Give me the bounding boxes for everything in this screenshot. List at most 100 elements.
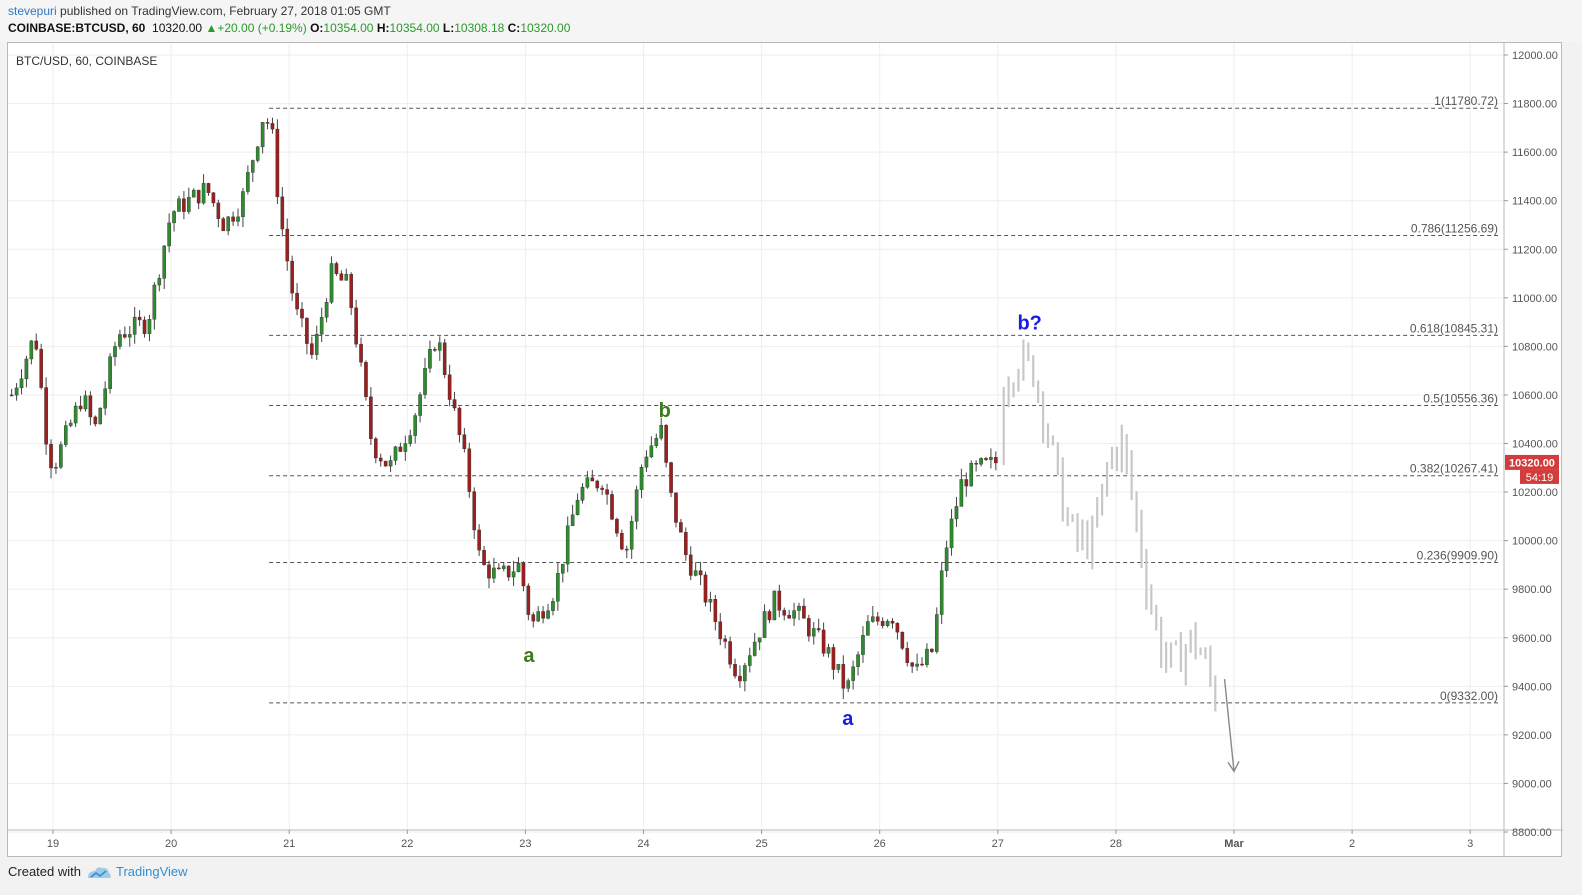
x-tick-label: 22: [401, 838, 413, 850]
bull-candle: [54, 467, 58, 469]
ohlc-line: COINBASE:BTCUSD, 60 10320.00 ▲+20.00 (+0…: [8, 21, 570, 35]
bear-candle: [270, 123, 275, 130]
y-tick-label: 11200.00: [1512, 244, 1557, 256]
bull-candle: [536, 611, 540, 622]
arrow-head: [1227, 760, 1240, 773]
bear-candle: [733, 664, 737, 677]
current-price-tag: [1505, 454, 1559, 470]
bear-candle: [497, 567, 501, 570]
bull-candle: [649, 445, 654, 458]
bear-candle: [231, 216, 235, 222]
price-chart[interactable]: 8800.00 9000.00 9200.00 9400.00 9600.00 9800.…: [8, 43, 1563, 858]
last-price: 10320.00: [152, 21, 203, 35]
bear-candle: [305, 317, 309, 344]
bull-candle: [556, 573, 560, 602]
x-tick-label: 25: [755, 838, 767, 850]
bull-candle: [762, 611, 767, 638]
bear-candle: [221, 218, 226, 232]
symbol-label: COINBASE:BTCUSD, 60: [8, 21, 146, 35]
bear-candle: [910, 662, 914, 667]
bear-candle: [541, 611, 545, 619]
bull-candle: [851, 666, 855, 681]
bear-candle: [723, 638, 727, 642]
bull-candle: [511, 571, 516, 578]
bull-candle: [885, 620, 890, 626]
bear-candle: [49, 444, 53, 469]
bull-candle: [580, 486, 585, 501]
bear-candle: [472, 491, 477, 531]
bear-candle: [78, 405, 83, 410]
bull-candle: [797, 605, 801, 611]
chart-title: BTC/USD, 60, COINBASE: [16, 54, 157, 68]
x-tick-label: 27: [992, 838, 1004, 850]
bear-candle: [664, 425, 668, 463]
bear-candle: [821, 629, 826, 654]
bear-candle: [433, 349, 437, 351]
bear-candle: [280, 196, 285, 230]
bull-candle: [826, 647, 831, 654]
bull-candle: [925, 648, 929, 665]
bear-candle: [442, 342, 447, 375]
bear-candle: [615, 519, 619, 534]
bull-candle: [772, 590, 777, 621]
bull-candle: [708, 599, 713, 603]
bull-candle: [201, 183, 206, 204]
high-label: H:: [376, 21, 390, 35]
price-change: +20.00 (+0.19%): [217, 21, 307, 35]
y-tick-label: 9600.00: [1512, 633, 1552, 645]
bear-candle: [196, 189, 201, 204]
countdown-label: 54:19: [1526, 472, 1554, 484]
tradingview-brand-link[interactable]: TradingView: [116, 864, 188, 879]
bull-candle: [132, 316, 137, 335]
x-tick-label: 24: [637, 838, 649, 850]
bull-candle: [575, 500, 580, 516]
bull-candle: [157, 278, 162, 286]
bull-candle: [388, 460, 393, 467]
x-tick-label: 20: [165, 838, 177, 850]
bear-candle: [265, 122, 270, 124]
bear-candle: [802, 605, 806, 619]
x-tick-label: 23: [519, 838, 531, 850]
bull-candle: [792, 610, 796, 619]
bear-candle: [831, 647, 836, 670]
bull-candle: [24, 358, 29, 380]
bull-candle: [63, 425, 68, 445]
bear-candle: [349, 274, 354, 309]
bull-candle: [492, 567, 496, 579]
bull-candle: [246, 172, 250, 192]
bear-candle: [211, 192, 216, 204]
bull-candle: [241, 191, 245, 218]
bear-candle: [295, 292, 299, 310]
bear-candle: [624, 548, 629, 551]
bull-candle: [127, 334, 132, 338]
chart-area[interactable]: 8800.00 9000.00 9200.00 9400.00 9600.00 9800.…: [7, 42, 1563, 858]
y-tick-label: 11800.00: [1512, 99, 1557, 111]
bear-candle: [900, 631, 905, 649]
bull-candle: [236, 216, 240, 222]
y-tick-label: 11600.00: [1512, 147, 1557, 159]
bear-candle: [378, 457, 383, 462]
bear-candle: [984, 458, 988, 460]
author-link[interactable]: stevepuri: [8, 4, 57, 18]
bull-candle: [437, 342, 442, 351]
bull-candle: [747, 655, 752, 666]
fib-level-label: 0.618(10845.31): [1410, 321, 1498, 335]
bear-candle: [605, 489, 609, 495]
created-with-text: Created with: [8, 864, 81, 879]
bull-candle: [19, 378, 24, 389]
bear-candle: [182, 198, 186, 212]
bear-candle: [285, 228, 290, 262]
bull-candle: [516, 562, 521, 573]
bull-candle: [979, 458, 983, 465]
wave-label: b: [659, 400, 671, 422]
bear-candle: [447, 374, 452, 400]
y-tick-label: 9000.00: [1512, 778, 1552, 790]
bull-candle: [187, 196, 191, 212]
bear-candle: [807, 618, 811, 637]
y-tick-label: 9800.00: [1512, 584, 1552, 596]
countdown-tag: [1520, 469, 1559, 484]
bull-candle: [585, 477, 590, 488]
bull-candle: [408, 435, 413, 444]
published-text: published on TradingView.com, February 2…: [60, 4, 391, 18]
open-value: 10354.00: [323, 21, 374, 35]
